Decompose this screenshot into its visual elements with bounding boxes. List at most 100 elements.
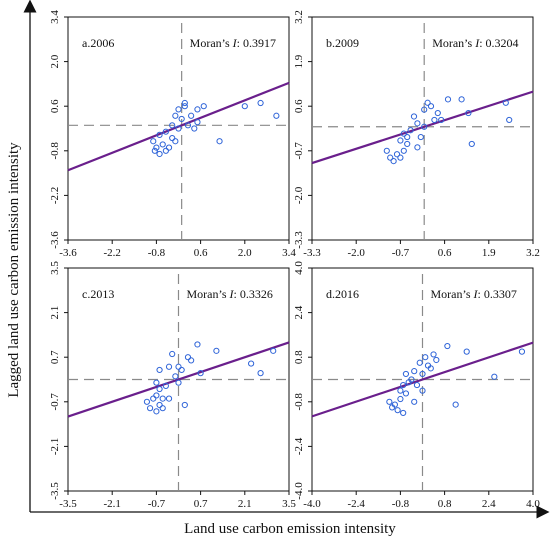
regression-line bbox=[67, 81, 290, 172]
x-tick-label: -0.7 bbox=[392, 247, 410, 259]
data-point bbox=[438, 116, 445, 124]
y-tick-label: -2.0 bbox=[293, 186, 305, 204]
panel-label: d.2016 bbox=[326, 287, 359, 301]
panel-1: -3.6 -2.2 -0.8 0.6 2.0 3.4 -3.6 -2.2 -0.8 0.6 2.0 3… bbox=[49, 10, 296, 259]
x-tick-label: 2.1 bbox=[238, 498, 252, 510]
data-point bbox=[184, 354, 192, 361]
plot-frame bbox=[67, 16, 290, 241]
y-tick-label: 2.0 bbox=[49, 54, 61, 68]
data-point bbox=[410, 113, 418, 120]
x-tick-label: -2.1 bbox=[103, 498, 120, 510]
data-point bbox=[188, 357, 195, 364]
x-tick-label: 0.8 bbox=[438, 498, 452, 510]
data-point bbox=[391, 401, 398, 408]
data-point bbox=[165, 395, 173, 402]
panel-label: a.2006 bbox=[82, 36, 114, 50]
data-point bbox=[444, 96, 452, 103]
y-tick-label: -0.8 bbox=[293, 393, 305, 411]
data-point bbox=[402, 390, 410, 397]
data-point bbox=[156, 150, 163, 158]
data-point bbox=[172, 138, 179, 145]
data-point bbox=[416, 359, 423, 366]
data-point bbox=[463, 348, 470, 355]
x-tick-label: 0.6 bbox=[194, 247, 208, 259]
data-point bbox=[257, 99, 264, 107]
data-point bbox=[156, 385, 163, 393]
data-point bbox=[213, 347, 220, 354]
y-tick-label: -0.7 bbox=[293, 142, 305, 160]
x-tick-label: -0.7 bbox=[148, 498, 166, 510]
data-point bbox=[502, 99, 509, 106]
data-point bbox=[444, 342, 451, 350]
data-point bbox=[156, 366, 163, 374]
x-tick-label: 2.4 bbox=[482, 498, 496, 510]
panel-label: c.2013 bbox=[82, 287, 114, 301]
x-tick-label: -0.8 bbox=[392, 498, 410, 510]
data-point bbox=[411, 398, 418, 405]
x-axis-title: Land use carbon emission intensity bbox=[184, 521, 396, 537]
data-point bbox=[383, 147, 390, 154]
y-tick-label: 0.6 bbox=[49, 99, 61, 113]
data-point bbox=[411, 368, 418, 375]
data-point bbox=[506, 116, 513, 124]
panel-4: -4.0 -2.4 -0.8 0.8 2.4 4.0 -4.0 -2.4 -0.8 0.8 2.4 4… bbox=[293, 261, 540, 510]
panels: -3.6 -2.2 -0.8 0.6 2.0 3.4 -3.6 -2.2 -0.8 0.6 2.0 3… bbox=[49, 10, 540, 510]
data-point bbox=[153, 408, 160, 415]
data-point bbox=[153, 379, 160, 386]
y-tick-label: -2.2 bbox=[49, 187, 61, 204]
data-point bbox=[172, 373, 179, 380]
y-tick-label: 0.6 bbox=[293, 99, 305, 113]
data-point bbox=[397, 395, 404, 403]
data-point bbox=[430, 351, 437, 358]
data-point bbox=[184, 122, 192, 129]
data-point bbox=[421, 106, 428, 113]
data-point bbox=[518, 348, 526, 355]
data-point bbox=[468, 140, 475, 148]
moran-value: : 0.3204 bbox=[479, 36, 518, 50]
data-point bbox=[191, 125, 198, 132]
panel-label: b.2009 bbox=[326, 36, 359, 50]
y-tick-label: -2.4 bbox=[293, 437, 305, 455]
moran-symbol: I bbox=[474, 36, 480, 50]
data-point bbox=[400, 130, 407, 137]
moran-prefix: Moran’s bbox=[431, 287, 474, 301]
panel-3: -3.5 -2.1 -0.7 0.7 2.1 3.5 -3.5 -2.1 -0.7 0.7 2.1 3… bbox=[49, 261, 296, 510]
moran-prefix: Moran’s bbox=[432, 36, 475, 50]
data-point bbox=[414, 144, 421, 151]
y-tick-label: -2.1 bbox=[49, 438, 61, 455]
data-point bbox=[421, 123, 428, 130]
y-tick-label: 3.4 bbox=[49, 10, 61, 24]
data-point bbox=[424, 99, 431, 106]
data-point bbox=[162, 382, 169, 389]
data-point bbox=[151, 147, 158, 154]
data-point bbox=[402, 370, 410, 378]
data-point bbox=[400, 409, 407, 417]
data-point bbox=[153, 144, 160, 151]
data-point bbox=[162, 147, 169, 154]
data-point bbox=[413, 381, 421, 389]
y-axis-title: Lagged land use carbon emission intensit… bbox=[6, 142, 22, 398]
data-point bbox=[419, 370, 426, 378]
data-point bbox=[172, 112, 179, 119]
data-point bbox=[422, 354, 429, 361]
y-tick-label: -3.6 bbox=[49, 231, 61, 249]
x-tick-label: -3.3 bbox=[303, 247, 321, 259]
panel-2: -3.3 -2.0 -0.7 0.6 1.9 3.2 -3.3 -2.0 -0.7 0.6 1.9 3… bbox=[293, 10, 540, 259]
data-point bbox=[270, 347, 277, 354]
data-point bbox=[400, 147, 407, 154]
data-point bbox=[181, 99, 188, 107]
y-tick-label: -0.8 bbox=[49, 142, 61, 160]
data-point bbox=[394, 407, 401, 414]
moran-value: : 0.3307 bbox=[478, 287, 517, 301]
data-point bbox=[393, 151, 401, 158]
y-tick-label: 3.2 bbox=[293, 10, 305, 24]
data-point bbox=[156, 131, 163, 138]
data-point bbox=[146, 405, 154, 412]
moran-prefix: Moran’s bbox=[190, 36, 233, 50]
data-point bbox=[404, 140, 411, 148]
data-point bbox=[150, 395, 157, 402]
data-point bbox=[458, 96, 465, 103]
moran-annotation: Moran’s I: 0.3204 bbox=[432, 36, 518, 50]
data-point bbox=[169, 134, 176, 142]
